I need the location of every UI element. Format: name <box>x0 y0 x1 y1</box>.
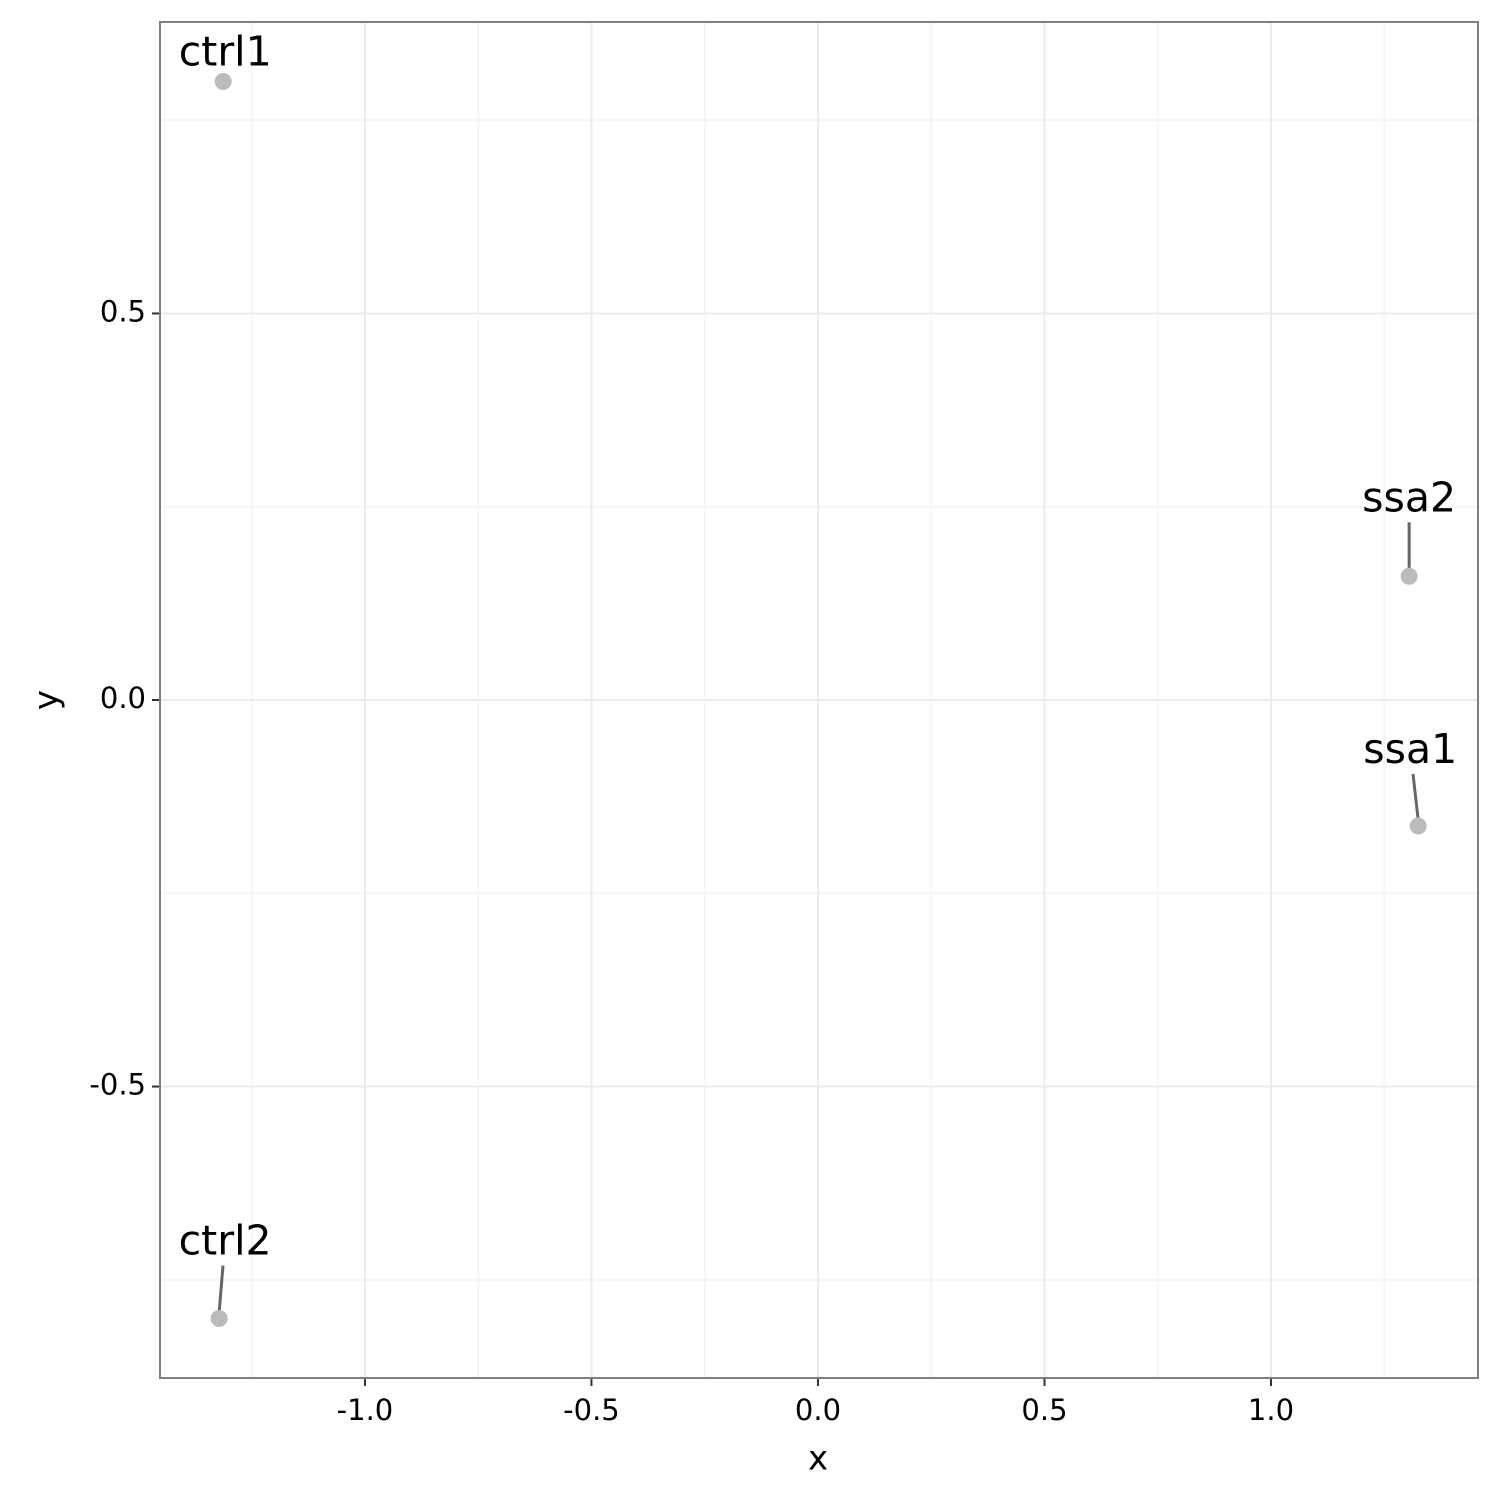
label-connector <box>217 1265 225 1313</box>
y-tick-label: -0.5 <box>89 1068 146 1102</box>
point <box>210 1309 228 1327</box>
x-tick-label: 0.0 <box>795 1393 841 1427</box>
panel-border <box>159 21 1479 1379</box>
point <box>1409 817 1427 835</box>
x-tick-label: -1.0 <box>337 1393 394 1427</box>
x-axis-label: x <box>808 1439 828 1479</box>
x-tick-label: 1.0 <box>1248 1393 1294 1427</box>
point-label: ssa2 <box>1362 473 1456 521</box>
point <box>214 73 232 91</box>
x-tick-label: -0.5 <box>563 1393 620 1427</box>
point-label: ctrl1 <box>179 28 272 76</box>
y-axis-label: y <box>27 690 67 710</box>
point-label: ssa1 <box>1363 725 1457 773</box>
label-connector <box>1411 773 1420 821</box>
x-tick-label: 0.5 <box>1021 1393 1067 1427</box>
y-tick-label: 0.5 <box>100 294 146 328</box>
point-label: ctrl2 <box>179 1216 272 1264</box>
point <box>1400 567 1418 585</box>
y-tick-label: 0.0 <box>100 681 146 715</box>
